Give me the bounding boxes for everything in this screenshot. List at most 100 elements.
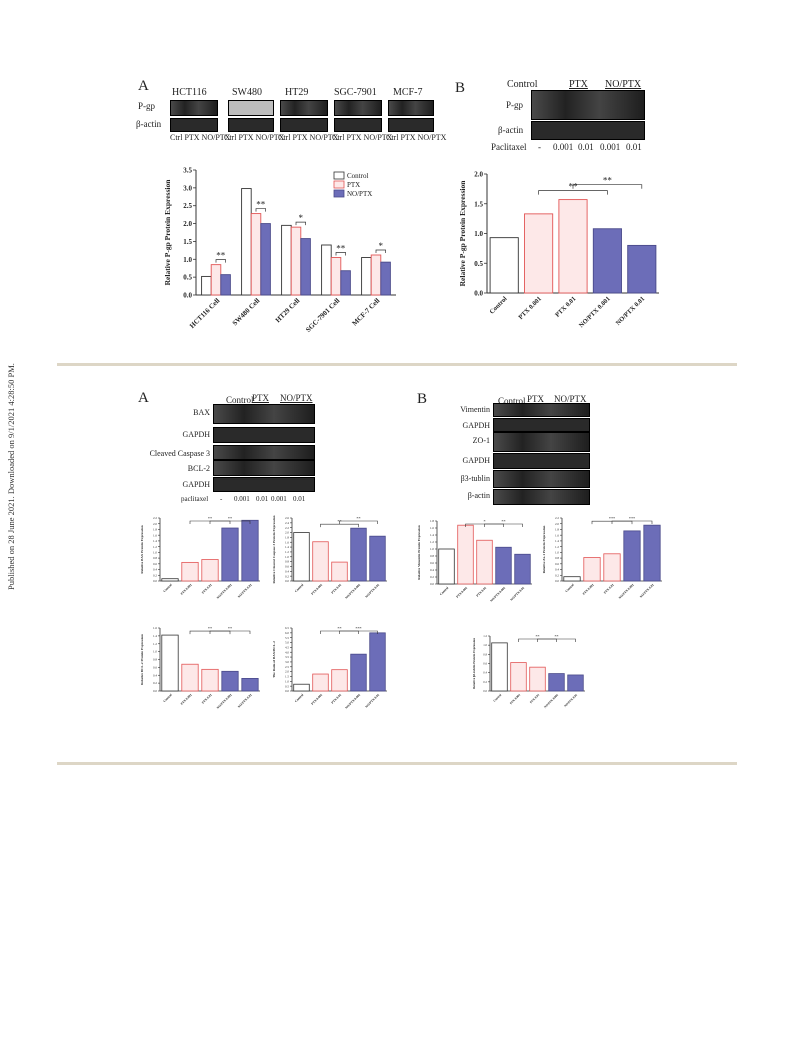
- y-tick-label: 1.0: [483, 643, 487, 647]
- group-header: NO/PTX: [280, 393, 313, 403]
- x-tick-label: PTX 0.001: [517, 295, 543, 321]
- bar: [489, 237, 519, 294]
- x-tick-label: Control: [439, 586, 449, 596]
- caspase3-chart: 0.00.20.40.60.81.01.21.41.61.82.02.22.42…: [272, 515, 387, 600]
- x-tick-label: NO/PTX 0.001: [489, 586, 506, 603]
- bar: [201, 559, 219, 582]
- bar: [161, 634, 179, 692]
- y-tick-label: 0.5: [183, 274, 192, 282]
- x-tick-label: PTX 0.01: [330, 693, 342, 705]
- blot-row-label: BCL-2: [187, 464, 210, 473]
- significance-label: ***: [355, 626, 361, 631]
- y-tick-label: 2.0: [285, 531, 289, 535]
- lane-labels: Ctrl PTX NO/PTX: [386, 133, 447, 142]
- bar: [380, 261, 391, 296]
- y-tick-label: 1.4: [430, 533, 434, 537]
- y-tick-label: 0.0: [183, 292, 192, 300]
- significance-bracket: [215, 259, 226, 263]
- bar: [312, 541, 329, 582]
- bar: [370, 254, 382, 296]
- blot-row-label: β-actin: [498, 125, 524, 135]
- bar: [491, 642, 508, 692]
- y-axis-label: Relative P-gp Protein Expression: [163, 179, 172, 286]
- western-blot-band: [493, 418, 590, 432]
- western-blot-band: [228, 118, 274, 132]
- bar: [161, 578, 179, 582]
- y-tick-label: 0.4: [555, 568, 559, 572]
- bar: [290, 226, 302, 296]
- x-tick-label: MCF-7 Cell: [351, 297, 382, 328]
- group-header: PTX: [527, 394, 545, 404]
- x-tick-label: SGC-7901 Cell: [304, 297, 341, 334]
- western-blot-band: [531, 121, 645, 140]
- western-blot-band: [170, 100, 218, 116]
- y-tick-label: 1.8: [430, 519, 434, 523]
- y-tick-label: 2.5: [183, 202, 192, 210]
- y-tick-label: 0.2: [483, 680, 487, 684]
- western-blot-band: [531, 90, 645, 120]
- bar: [241, 678, 259, 692]
- significance-bracket: [375, 249, 386, 253]
- y-tick-label: 1.6: [555, 533, 559, 537]
- significance-label: **: [216, 251, 226, 261]
- significance-label: **: [337, 626, 341, 631]
- legend-swatch: [333, 171, 345, 180]
- x-tick-label: PTX 0.001: [509, 693, 522, 706]
- y-tick-label: 0.6: [555, 562, 559, 566]
- y-tick-label: 0.2: [555, 573, 559, 577]
- bar: [221, 527, 239, 582]
- y-tick-label: 2.5: [285, 665, 289, 669]
- bar: [250, 213, 262, 296]
- bar: [438, 548, 455, 585]
- y-tick-label: 0.4: [285, 569, 289, 573]
- y-tick-label: 0.0: [483, 689, 487, 693]
- x-tick-label: Control: [564, 583, 574, 593]
- blot-row-label: GAPDH: [182, 430, 210, 439]
- significance-bracket: [295, 221, 306, 226]
- blot-row-label: P-gp: [506, 100, 524, 110]
- y-tick-label: 0.6: [483, 662, 487, 666]
- y-axis-label: Relative Vimentin Protein Expression: [417, 525, 421, 580]
- b3-tublin-chart: 0.0 0.2 0.4 0.6 0.8 1.0 1.2 Relative β3-tublin …: [472, 634, 585, 709]
- y-axis-label: Relative P-gp Protein Expression: [458, 180, 467, 287]
- blot-row-label: GAPDH: [462, 421, 490, 430]
- y-tick-label: 2.2: [555, 516, 559, 520]
- bar: [300, 238, 311, 296]
- blot-row-label: GAPDH: [182, 480, 210, 489]
- y-tick-label: 1.4: [153, 539, 157, 543]
- x-tick-label: NO/PTX 0.001: [344, 693, 361, 710]
- y-tick-label: 3.0: [183, 184, 192, 192]
- y-tick-label: 1.0: [285, 679, 289, 683]
- y-tick-label: 0.0: [153, 579, 157, 583]
- bar: [558, 199, 588, 294]
- significance-bracket: [572, 184, 643, 189]
- bar: [567, 674, 584, 692]
- lane-labels: Ctrl PTX NO/PTX: [332, 133, 393, 142]
- x-tick-label: Control: [492, 693, 502, 703]
- vimentin-chart: 0.0 0.2 0.4 0.6 0.8 1.0 1.2 1.4 1.6 1.8 Relative V…: [417, 519, 532, 603]
- x-tick-label: NO/PTX 0.01: [364, 583, 380, 599]
- bar: [293, 683, 310, 692]
- y-tick-label: 1.2: [153, 642, 157, 646]
- y-tick-label: 1.2: [430, 540, 434, 544]
- cell-line-label: SW480: [232, 87, 262, 98]
- significance-label: *: [483, 519, 485, 524]
- significance-bracket: [339, 630, 378, 634]
- y-tick-label: 0.4: [430, 568, 434, 572]
- bar: [514, 553, 531, 585]
- blot-row-label: P-gp: [138, 101, 156, 111]
- x-tick-label: PTX 0.01: [201, 693, 213, 705]
- western-blot-band: [334, 118, 382, 132]
- y-tick-label: 0.8: [285, 560, 289, 564]
- significance-bracket: [484, 523, 523, 527]
- blot-row-label: Cleaved Caspase 3: [149, 449, 210, 458]
- y-tick-label: 0.0: [153, 689, 157, 693]
- x-tick-label: Control: [488, 295, 508, 315]
- bar: [241, 188, 252, 296]
- x-tick-label: Control: [162, 693, 172, 703]
- western-blot-band: [493, 432, 590, 452]
- y-tick-label: 2.2: [153, 516, 157, 520]
- blot-row-label: β-actin: [467, 491, 490, 500]
- legend-label: NO/PTX: [347, 190, 372, 198]
- lane-labels: Ctrl PTX NO/PTX: [278, 133, 339, 142]
